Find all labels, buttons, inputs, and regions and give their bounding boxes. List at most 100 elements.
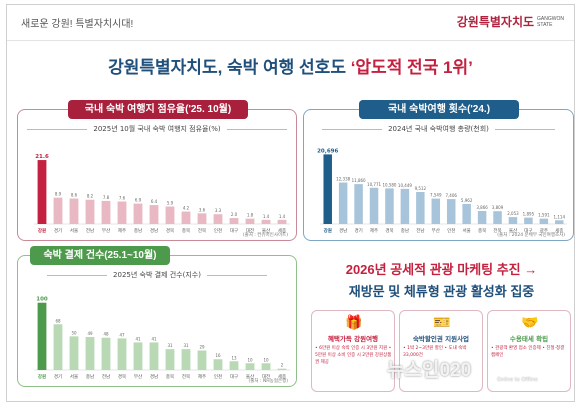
tick-label-대전: 대전 (246, 227, 254, 234)
pay-panel-subtitle: 2025년 숙박 결제 건수(지수) (18, 270, 296, 280)
pay-source: (출처 : NH농협은행) (248, 379, 288, 384)
promo-line-1: 2026년 공세적 관광 마케팅 추진 → (345, 262, 538, 277)
page-headline: 강원특별자치도, 숙박 여행 선호도 ‘압도적 전국 1위’ (7, 53, 574, 78)
top-bar: 새로운 강원! 특별자치시대! 강원특별자치도 GANGWON STATE (7, 5, 574, 41)
data-label-전남: 48 (103, 332, 109, 337)
tick-label-경북: 경북 (118, 373, 126, 380)
data-label-전남: 9,512 (415, 186, 427, 191)
data-label-경북: 10,580 (382, 182, 396, 187)
tick-label-충남: 충남 (401, 227, 409, 234)
tick-label-서울: 서울 (70, 373, 78, 380)
tick-label-전남: 전남 (102, 373, 110, 380)
headline-highlight: ‘압도적 전국 1위’ (350, 58, 473, 77)
tick-label-인천: 인천 (214, 373, 222, 380)
tick-label-충북: 충북 (166, 373, 174, 380)
logo-subtitle: GANGWON STATE (537, 16, 564, 28)
bar-충북 (165, 349, 175, 370)
tick-label-경기: 경기 (354, 227, 362, 234)
ticket-icon: 🎫 (433, 315, 451, 331)
data-label-충남: 10,449 (398, 183, 412, 188)
tick-label-제주: 제주 (370, 227, 378, 234)
tick-label-서울: 서울 (463, 227, 471, 234)
pay-panel-title: 숙박 결제 건수(25.1~10월) (30, 246, 170, 265)
watermark-logo: 뉴스인020 (387, 360, 472, 381)
tick-label-인천: 인천 (447, 227, 455, 234)
bar-광주 (539, 218, 549, 224)
bar-전북 (493, 211, 502, 224)
data-label-제주: 29 (199, 344, 205, 349)
bar-부산 (431, 198, 441, 224)
bar-경북 (165, 206, 175, 224)
slogan-text: 새로운 강원! 특별자치시대! (21, 19, 134, 30)
count-source: (출처 : 2024 문체부 국민여행조사) (497, 233, 565, 238)
share-panel-title: 국내 숙박 여행지 점유율('25. 10월) (68, 100, 248, 119)
bar-제주 (369, 187, 379, 224)
tick-label-충북: 충북 (478, 227, 486, 234)
gift-icon: 🎁 (345, 315, 363, 331)
tick-label-서울: 서울 (70, 227, 78, 234)
tick-label-전북: 전북 (198, 227, 206, 234)
infographic-frame: 새로운 강원! 특별자치시대! 강원특별자치도 GANGWON STATE 강원… (6, 4, 575, 402)
share-panel-subtitle: 2025년 10월 국내 숙박 여행지 점유율(%) (18, 124, 296, 134)
bar-울산 (245, 363, 255, 370)
promo-cards: 🎁 혜택가득 강원여행 • 6만원 이상 숙박 인증 시 3만원 지원 • 5만… (309, 310, 574, 395)
bar-경기 (53, 324, 63, 370)
handshake-icon: 🤝 (521, 315, 539, 331)
logo-sub-1: GANGWON (537, 15, 564, 22)
tick-label-경남: 경남 (150, 373, 158, 380)
promo-card-2: 🎫 숙박할인권 지원사업 • 1박 2~3만원 할인 • 도내 숙박 33,00… (399, 310, 483, 392)
count-bar-chart: 20,696 강원 12,338 경남 11,860 경기 10,771 제주 10,580 경북… (317, 148, 567, 234)
tick-label-경남: 경남 (150, 227, 158, 234)
data-label-제주: 7.6 (119, 196, 126, 201)
bar-대구 (524, 217, 533, 224)
bar-강원 (323, 154, 332, 224)
tick-label-제주: 제주 (118, 227, 126, 234)
data-label-전남: 8.2 (87, 194, 94, 199)
tick-label-강원: 강원 (38, 227, 46, 234)
tick-label-강원: 강원 (38, 373, 46, 380)
bar-충남 (85, 337, 95, 370)
count-panel-subtitle: 2024년 국내 숙박여행 총량(천회) (304, 124, 573, 134)
data-label-전북: 31 (183, 343, 189, 348)
data-label-강원: 100 (36, 297, 48, 303)
promo-card-text: • 6만원 이상 숙박 인증 시 3만원 지원 • 5만원 이상 소비 인증 시… (315, 346, 392, 365)
data-label-충남: 6.9 (135, 198, 142, 203)
bar-대구 (229, 218, 239, 224)
bar-전북 (181, 349, 191, 370)
bar-대전 (245, 218, 255, 224)
data-label-광주: 1,591 (538, 213, 550, 218)
tick-label-세종: 세종 (278, 373, 286, 380)
bar-경남 (149, 205, 159, 224)
count-panel-title: 국내 숙박여행 횟수('24.) (359, 100, 519, 119)
bar-경남 (338, 182, 348, 224)
promo-card-1: 🎁 혜택가득 강원여행 • 6만원 이상 숙박 인증 시 3만원 지원 • 5만… (311, 310, 395, 392)
data-label-서울: 50 (71, 330, 77, 335)
bar-인천 (446, 199, 456, 224)
tick-label-경기: 경기 (54, 373, 62, 380)
bar-전남 (101, 337, 111, 370)
promo-card-label: 수용태세 확립 (509, 335, 549, 343)
tick-label-광주: 광주 (540, 227, 548, 234)
tick-label-울산: 울산 (246, 373, 254, 380)
pay-panel: 숙박 결제 건수(25.1~10월) 2025년 숙박 결제 건수(지수) 10… (17, 246, 297, 387)
data-label-경기: 68 (55, 318, 61, 323)
data-label-경기: 8.9 (55, 192, 62, 197)
data-label-서울: 8.6 (71, 193, 78, 198)
data-label-경북: 47 (119, 332, 125, 337)
data-label-부산: 41 (135, 336, 141, 341)
bar-세종 (277, 219, 287, 224)
data-label-부산: 7.8 (103, 195, 110, 200)
logo: 강원특별자치도 GANGWON STATE (457, 13, 564, 30)
data-label-전북: 3.6 (199, 207, 206, 212)
data-label-대구: 13 (231, 355, 237, 360)
logo-text: 강원특별자치도 (456, 15, 535, 29)
bar-서울 (462, 203, 471, 224)
data-label-부산: 7,549 (430, 193, 442, 198)
bar-인천 (213, 214, 223, 224)
tick-label-부산: 부산 (134, 373, 142, 380)
tick-label-부산: 부산 (102, 227, 110, 234)
data-label-제주: 10,771 (367, 182, 381, 187)
data-label-충북: 31 (167, 343, 173, 348)
tick-label-울산: 울산 (509, 227, 517, 234)
data-label-충남: 49 (87, 331, 93, 336)
